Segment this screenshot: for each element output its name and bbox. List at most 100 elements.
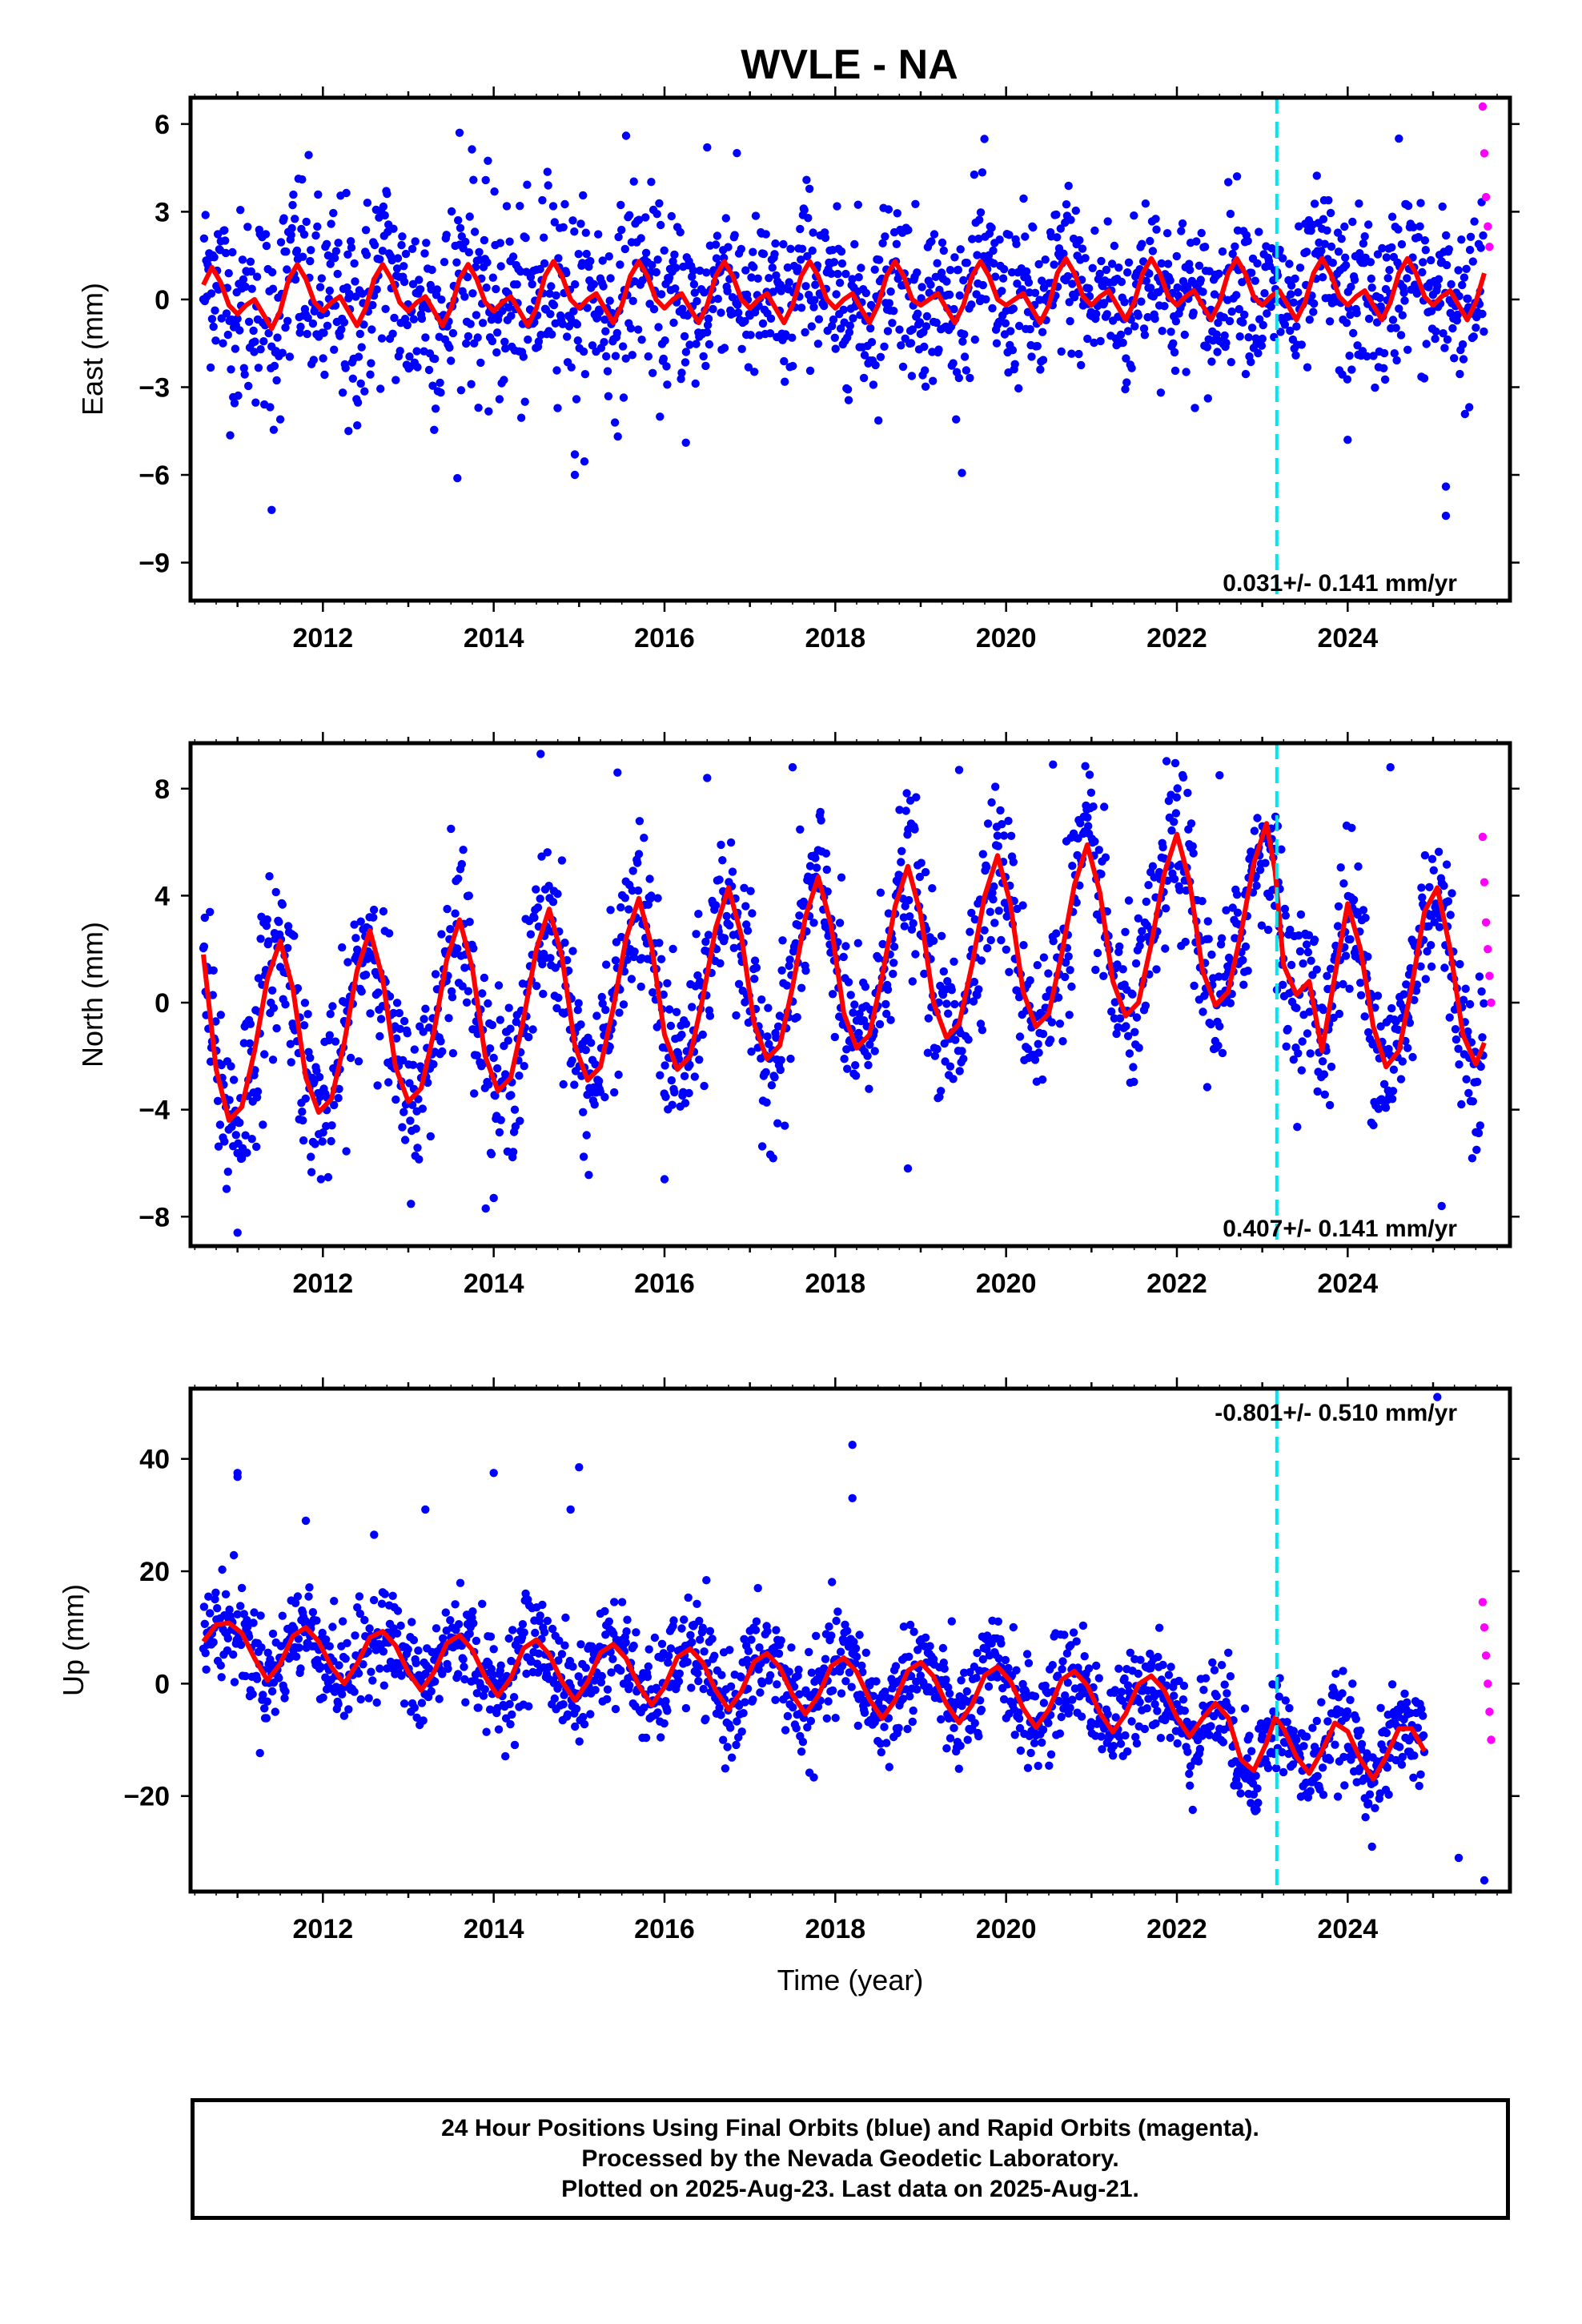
up-data-point <box>905 1652 913 1661</box>
north-data-point <box>532 885 540 894</box>
east-data-point <box>789 361 797 371</box>
north-x-tick-label: 2024 <box>1318 1269 1379 1299</box>
east-data-point <box>796 224 805 234</box>
east-data-point <box>921 322 931 331</box>
north-data-point <box>883 985 893 995</box>
east-data-point <box>322 239 331 248</box>
east-data-point <box>1171 317 1181 326</box>
north-data-point <box>510 1105 520 1114</box>
up-data-point <box>950 1723 958 1732</box>
up-data-point <box>777 1636 785 1645</box>
up-data-point <box>291 1652 301 1661</box>
east-data-point <box>1280 320 1290 329</box>
up-data-point <box>806 1716 816 1726</box>
east-data-point <box>1400 296 1409 305</box>
north-data-point <box>559 1080 568 1089</box>
east-data-point <box>998 274 1008 283</box>
north-data-point <box>668 1100 677 1109</box>
east-data-point <box>747 273 756 282</box>
up-data-point <box>860 1708 869 1717</box>
north-data-point <box>761 1068 770 1077</box>
east-data-point <box>1254 348 1263 358</box>
east-data-point <box>1387 212 1397 221</box>
east-data-point <box>628 351 636 360</box>
east-data-point <box>600 316 609 324</box>
east-data-point <box>1302 247 1311 256</box>
east-data-point <box>828 321 837 331</box>
east-data-point <box>282 247 291 256</box>
east-data-point <box>1102 265 1111 275</box>
up-data-point <box>494 1725 504 1734</box>
up-data-point <box>733 1717 741 1726</box>
east-data-point <box>1203 343 1212 352</box>
east-data-point <box>690 288 699 297</box>
east-data-point <box>1195 261 1204 270</box>
east-data-point <box>1346 310 1355 320</box>
east-data-point <box>746 331 755 340</box>
east-data-point <box>913 268 921 277</box>
east-data-point <box>1036 365 1045 374</box>
east-data-point <box>1244 333 1253 342</box>
up-data-point <box>946 1734 955 1743</box>
north-data-point <box>406 1116 415 1125</box>
north-data-point <box>597 992 606 1002</box>
north-data-point <box>1110 1014 1119 1023</box>
north-data-point <box>878 939 887 949</box>
north-data-point <box>1171 809 1181 818</box>
north-data-point <box>670 1088 679 1097</box>
east-data-point <box>1209 336 1218 345</box>
north-data-point <box>374 988 383 997</box>
east-data-point <box>393 254 403 263</box>
north-data-point <box>986 907 995 916</box>
up-data-point <box>660 1719 669 1728</box>
east-data-point <box>930 230 939 239</box>
north-data-point <box>1054 993 1063 1002</box>
east-data-point <box>1409 223 1418 231</box>
east-data-point <box>938 238 947 247</box>
east-data-point <box>654 323 663 332</box>
page-title: WVLE - NA <box>741 42 958 88</box>
up-data-point <box>229 1550 239 1560</box>
east-data-point <box>922 312 932 321</box>
north-data-point <box>1030 1055 1040 1064</box>
up-data-point <box>364 1694 373 1703</box>
east-data-point <box>254 364 263 372</box>
up-data-point <box>705 1626 715 1636</box>
north-data-point <box>1459 995 1468 1004</box>
north-y-tick-label: 4 <box>155 881 170 911</box>
up-data-point <box>460 1675 469 1684</box>
north-data-point <box>1476 1121 1485 1130</box>
east-data-point <box>464 332 473 341</box>
east-data-point <box>845 321 855 330</box>
east-data-point <box>476 358 485 368</box>
north-data-point <box>312 1066 321 1076</box>
east-data-point <box>1442 231 1451 240</box>
north-data-point <box>1293 1123 1302 1132</box>
north-data-point <box>396 1024 404 1034</box>
north-data-point <box>315 1072 324 1082</box>
north-data-point <box>816 807 825 817</box>
north-data-point <box>998 819 1006 829</box>
east-data-point <box>1092 309 1101 319</box>
up-data-point <box>472 1689 481 1698</box>
east-data-point <box>448 328 458 338</box>
east-data-point <box>594 230 603 239</box>
east-data-point <box>1450 354 1459 363</box>
east-data-point <box>689 279 699 289</box>
north-data-point <box>805 862 815 870</box>
north-data-point <box>293 983 303 993</box>
up-data-point <box>355 1592 364 1601</box>
up-data-point <box>977 1705 986 1715</box>
north-outlier-point <box>703 774 712 782</box>
up-data-point <box>963 1735 972 1744</box>
up-data-point <box>757 1679 767 1688</box>
east-data-point <box>1390 349 1399 358</box>
north-data-point <box>351 934 360 943</box>
up-data-point <box>832 1616 841 1626</box>
east-data-point <box>459 243 468 253</box>
east-data-point <box>610 418 620 427</box>
north-data-point <box>399 1055 408 1065</box>
north-data-point <box>897 846 906 856</box>
up-data-point <box>400 1699 409 1708</box>
north-data-point <box>612 938 621 947</box>
